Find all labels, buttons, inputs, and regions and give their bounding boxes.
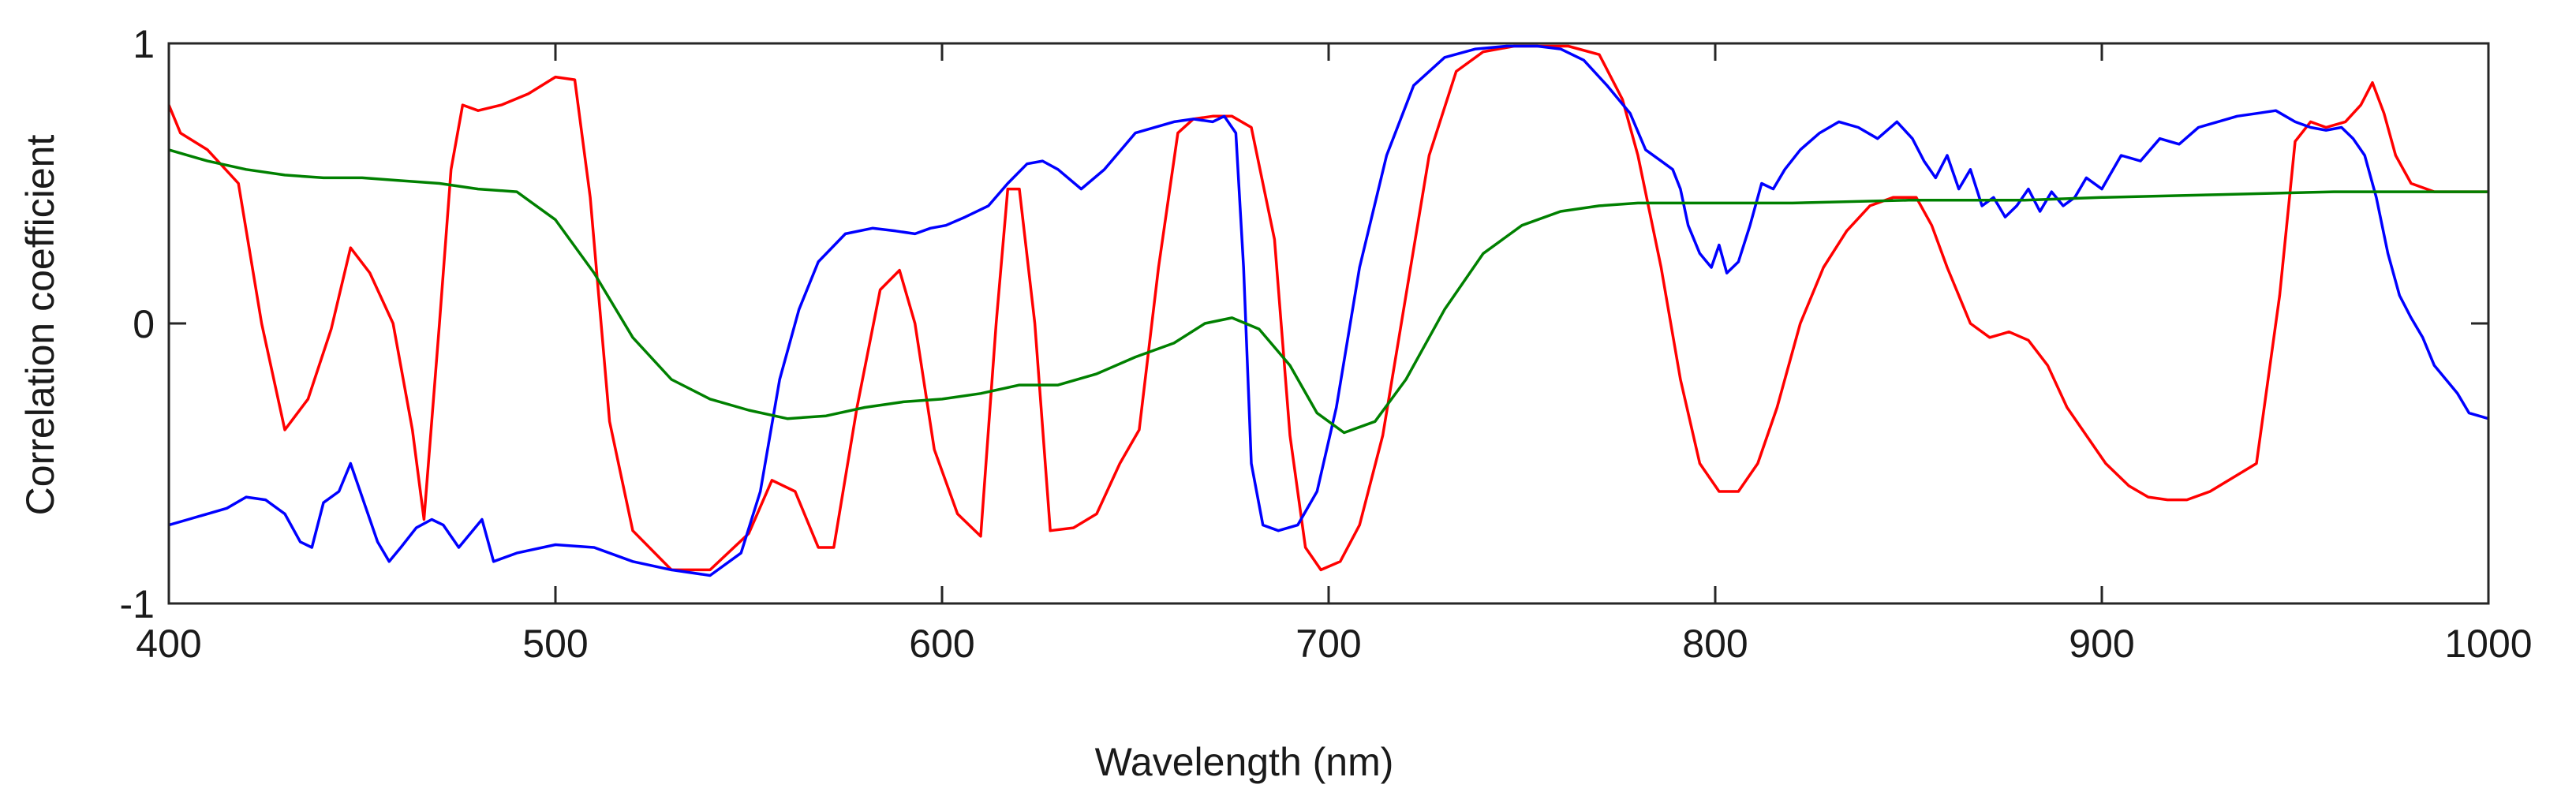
- y-axis-title: Correlation coefficient: [18, 135, 62, 516]
- plot-background: [169, 43, 2488, 603]
- y-tick-label: -1: [120, 582, 155, 626]
- series-line-green: [169, 148, 2488, 435]
- series-line-blue: [169, 44, 2488, 577]
- x-tick-label: 600: [909, 622, 974, 666]
- series-layer: [169, 44, 2488, 577]
- x-tick-label: 500: [522, 622, 588, 666]
- x-tick-label: 700: [1295, 622, 1361, 666]
- y-tick-label: 0: [133, 302, 155, 346]
- x-tick-label: 1000: [2444, 622, 2532, 666]
- series-line-red: [169, 44, 2488, 572]
- x-tick-label: 400: [136, 622, 201, 666]
- x-axis-title: Wavelength (nm): [1095, 740, 1394, 784]
- axes-layer: 400 500 600 700 800 900 1000 -1 0 1: [120, 22, 2533, 666]
- x-tick-label: 900: [2069, 622, 2134, 666]
- plot-area: [169, 43, 2488, 603]
- y-tick-label: 1: [133, 22, 155, 66]
- x-tick-label: 800: [1682, 622, 1748, 666]
